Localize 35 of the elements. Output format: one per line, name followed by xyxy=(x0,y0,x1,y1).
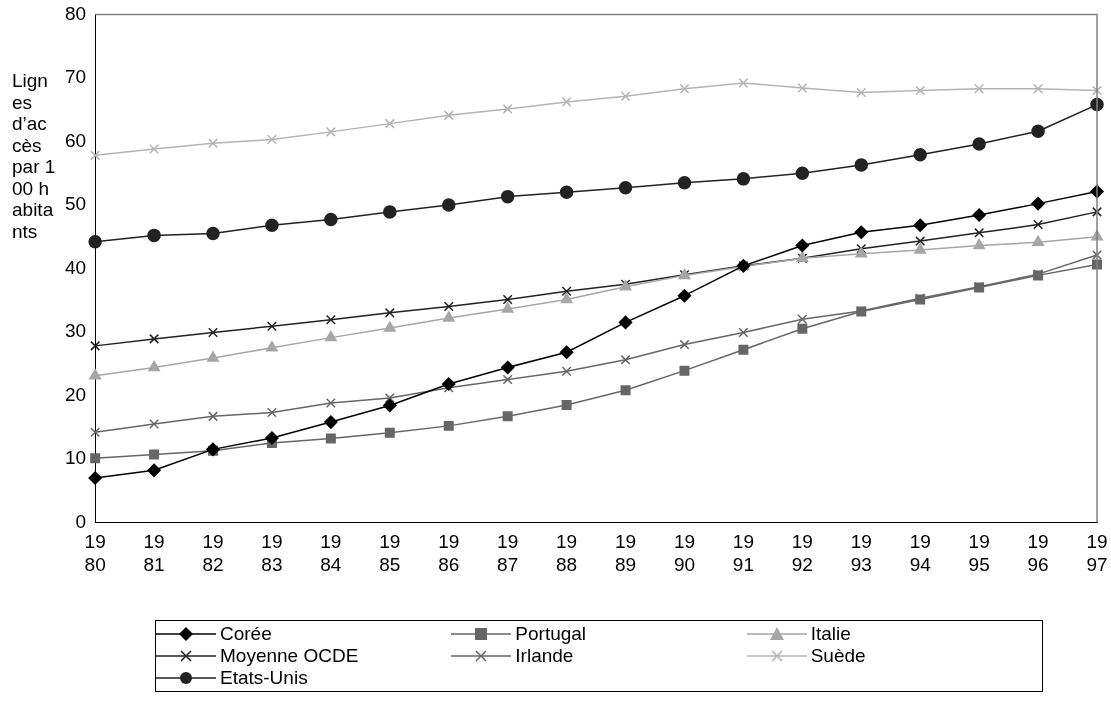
y-tick-label: 80 xyxy=(64,2,87,24)
x-tick-label: 1990 xyxy=(673,531,696,575)
y-tick-label: 40 xyxy=(64,256,87,278)
x-tick-label: 1987 xyxy=(497,531,519,575)
x-tick-label: 1986 xyxy=(438,531,460,575)
x-tick-label: 1982 xyxy=(202,531,224,575)
y-tick-label: 10 xyxy=(64,447,87,469)
y-tick-label: 70 xyxy=(64,66,87,88)
x-tick-label: 1996 xyxy=(1027,531,1049,575)
legend-label: Irlande xyxy=(515,645,574,667)
y-tick-label: 50 xyxy=(64,193,87,215)
y-tick-label: 30 xyxy=(64,320,87,342)
x-tick-label: 1980 xyxy=(84,531,106,575)
x-tick-label: 1984 xyxy=(320,531,342,575)
x-tick-label: 1988 xyxy=(556,531,578,575)
legend-label: Italie xyxy=(810,623,851,645)
x-tick-label: 1991 xyxy=(732,531,754,575)
legend-label: Portugal xyxy=(515,623,587,645)
x-tick-label: 1992 xyxy=(791,531,813,575)
x-tick-label: 1995 xyxy=(968,531,990,575)
legend-label: Corée xyxy=(220,623,272,645)
x-tick-label: 1985 xyxy=(379,531,401,575)
x-tick-label: 1981 xyxy=(143,531,165,575)
y-axis-title: Lignes d’accès par 100 habitants xyxy=(12,70,56,242)
x-tick-label: 1994 xyxy=(909,531,932,575)
x-tick-label: 1983 xyxy=(261,531,283,575)
y-tick-label: 20 xyxy=(64,383,87,405)
y-tick-label: 60 xyxy=(64,129,87,151)
legend-label: Etats-Unis xyxy=(220,667,308,689)
x-tick-label: 1989 xyxy=(614,531,637,575)
x-tick-label: 1997 xyxy=(1086,531,1108,575)
legend-label: Moyenne OCDE xyxy=(220,645,359,667)
x-tick-label: 1993 xyxy=(850,531,872,575)
legend-label: Suède xyxy=(810,645,866,667)
y-tick-label: 0 xyxy=(75,510,87,532)
